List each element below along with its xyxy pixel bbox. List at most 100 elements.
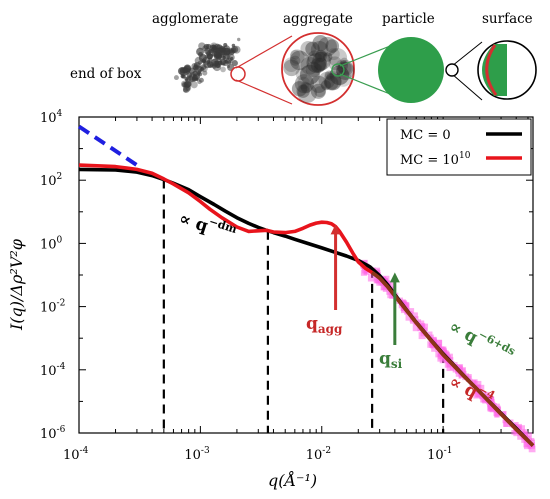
agglomerate-dot xyxy=(226,64,231,69)
y-tick-labels: 104 102 100 10-2 10-4 10-6 xyxy=(40,109,66,442)
aggregate-circle xyxy=(281,32,355,106)
x-tick-label: 10-2 xyxy=(306,446,331,463)
annotation-slope-ds: ∝ q−6+ds xyxy=(446,314,518,367)
band-speckle xyxy=(501,410,507,416)
y-tick-label: 10-6 xyxy=(40,425,66,442)
aggregate-particle xyxy=(309,75,328,94)
agglomerate-dot xyxy=(197,68,201,73)
particle-zoom-circle xyxy=(445,63,459,77)
dashed-extrapolation xyxy=(77,124,139,167)
series-line-mc1010 xyxy=(78,163,535,447)
aggregate-particle xyxy=(324,70,334,80)
aggregate-particle xyxy=(283,57,299,73)
aggregate-particle xyxy=(324,73,342,91)
agglomerate-dot xyxy=(202,45,209,52)
agglomerate-dot xyxy=(195,77,199,81)
band-speckle xyxy=(489,405,497,413)
x-tick-label: 10-4 xyxy=(63,446,89,463)
annotation-qsi: qsi xyxy=(379,349,403,371)
diagram-label-particle: particle xyxy=(382,11,435,27)
plot-area: 10-4 10-3 10-2 10-1 104 102 100 10-2 10-4 10-6 M… xyxy=(7,109,536,490)
agglomerate-dot xyxy=(209,63,213,67)
vertical-dashed-markers xyxy=(162,179,445,433)
agglomerate-dot xyxy=(191,62,198,70)
band-speckle xyxy=(411,312,418,319)
zoom-line-aggregate-bottom xyxy=(235,79,293,105)
agglomerate-dot xyxy=(185,85,192,91)
agglomerate-dot xyxy=(222,62,226,67)
aggregate-particle xyxy=(323,75,339,91)
particle-icon xyxy=(378,37,444,103)
agglomerate-dot xyxy=(184,76,189,81)
aggregate-particle xyxy=(305,41,320,57)
aggregate-particle xyxy=(290,49,301,60)
agglomerate-dot xyxy=(197,72,201,76)
agglomerate-dot xyxy=(207,61,214,68)
band-speckle xyxy=(526,435,531,440)
agglomerate-illustration xyxy=(173,37,241,93)
aggregate-particle xyxy=(310,83,327,99)
aggregate-particle xyxy=(335,70,352,87)
aggregate-particle xyxy=(300,56,319,75)
aggregate-particle xyxy=(295,68,308,80)
agglomerate-dot xyxy=(200,64,207,70)
band-speckle xyxy=(388,282,396,290)
band-speckle xyxy=(420,324,426,330)
aggregate-particle xyxy=(296,84,310,98)
aggregate-particle xyxy=(307,50,322,65)
aggregate-particle xyxy=(312,35,329,52)
aggregate-particle xyxy=(314,86,326,98)
band-speckle xyxy=(455,364,464,372)
band-speckle xyxy=(405,313,413,321)
diagram-label-surface: surface xyxy=(482,11,533,27)
band-speckle xyxy=(446,353,453,360)
aggregate-particle xyxy=(326,72,335,81)
band-speckle xyxy=(417,320,425,327)
series-line-mc0 xyxy=(78,167,535,447)
aggregate-particle xyxy=(320,80,331,91)
diagram-label-end-of-box: end of box xyxy=(70,66,142,82)
agglomerate-dot xyxy=(198,77,204,83)
aggregate-particle xyxy=(306,53,327,73)
aggregate-particle xyxy=(294,74,314,94)
agglomerate-dot xyxy=(183,82,190,89)
agglomerate-dot xyxy=(219,58,227,66)
band-speckle xyxy=(515,423,522,431)
series-lines xyxy=(77,124,535,447)
agglomerate-zoom-circle xyxy=(230,66,246,82)
aggregate-particle xyxy=(315,49,328,62)
band-speckle xyxy=(403,302,409,308)
band-speckle xyxy=(367,273,376,282)
scale-schematic: agglomerate aggregate particle surface e… xyxy=(70,11,537,106)
aggregate-particle xyxy=(314,51,326,63)
aggregate-particle xyxy=(297,76,310,90)
series-overlap-tail xyxy=(370,270,535,447)
aggregate-particle xyxy=(289,49,305,65)
y-tick-label: 10-4 xyxy=(40,362,66,379)
agglomerate-dot xyxy=(224,59,229,64)
aggregate-particle xyxy=(300,82,312,94)
y-axis-label: I(q)/Δρ²V²φ xyxy=(7,238,26,331)
y-tick-label: 10-2 xyxy=(40,299,65,316)
aggregate-particle xyxy=(299,64,320,85)
x-tick-label: 10-3 xyxy=(184,446,210,463)
aggregate-particle xyxy=(337,59,354,76)
x-axis-label: q(Å⁻¹) xyxy=(268,470,317,490)
agglomerate-dot xyxy=(222,55,226,60)
aggregate-particle xyxy=(297,83,318,104)
legend: MC = 0 MC = 1010 xyxy=(386,118,532,176)
aggregate-zoom-circle xyxy=(331,63,345,77)
aggregate-illustration xyxy=(283,35,355,104)
aggregate-particle xyxy=(322,52,333,62)
aggregate-particle xyxy=(300,81,311,92)
zoom-line-aggregate-top xyxy=(235,35,293,69)
agglomerate-dot xyxy=(190,81,198,89)
band-speckle xyxy=(528,445,536,453)
agglomerate-dot xyxy=(231,60,238,67)
agglomerate-dot xyxy=(220,66,226,73)
diagram-label-aggregate: aggregate xyxy=(283,11,353,27)
agglomerate-dot xyxy=(237,37,241,42)
agglomerate-dot xyxy=(183,65,191,73)
legend-box xyxy=(386,118,532,176)
